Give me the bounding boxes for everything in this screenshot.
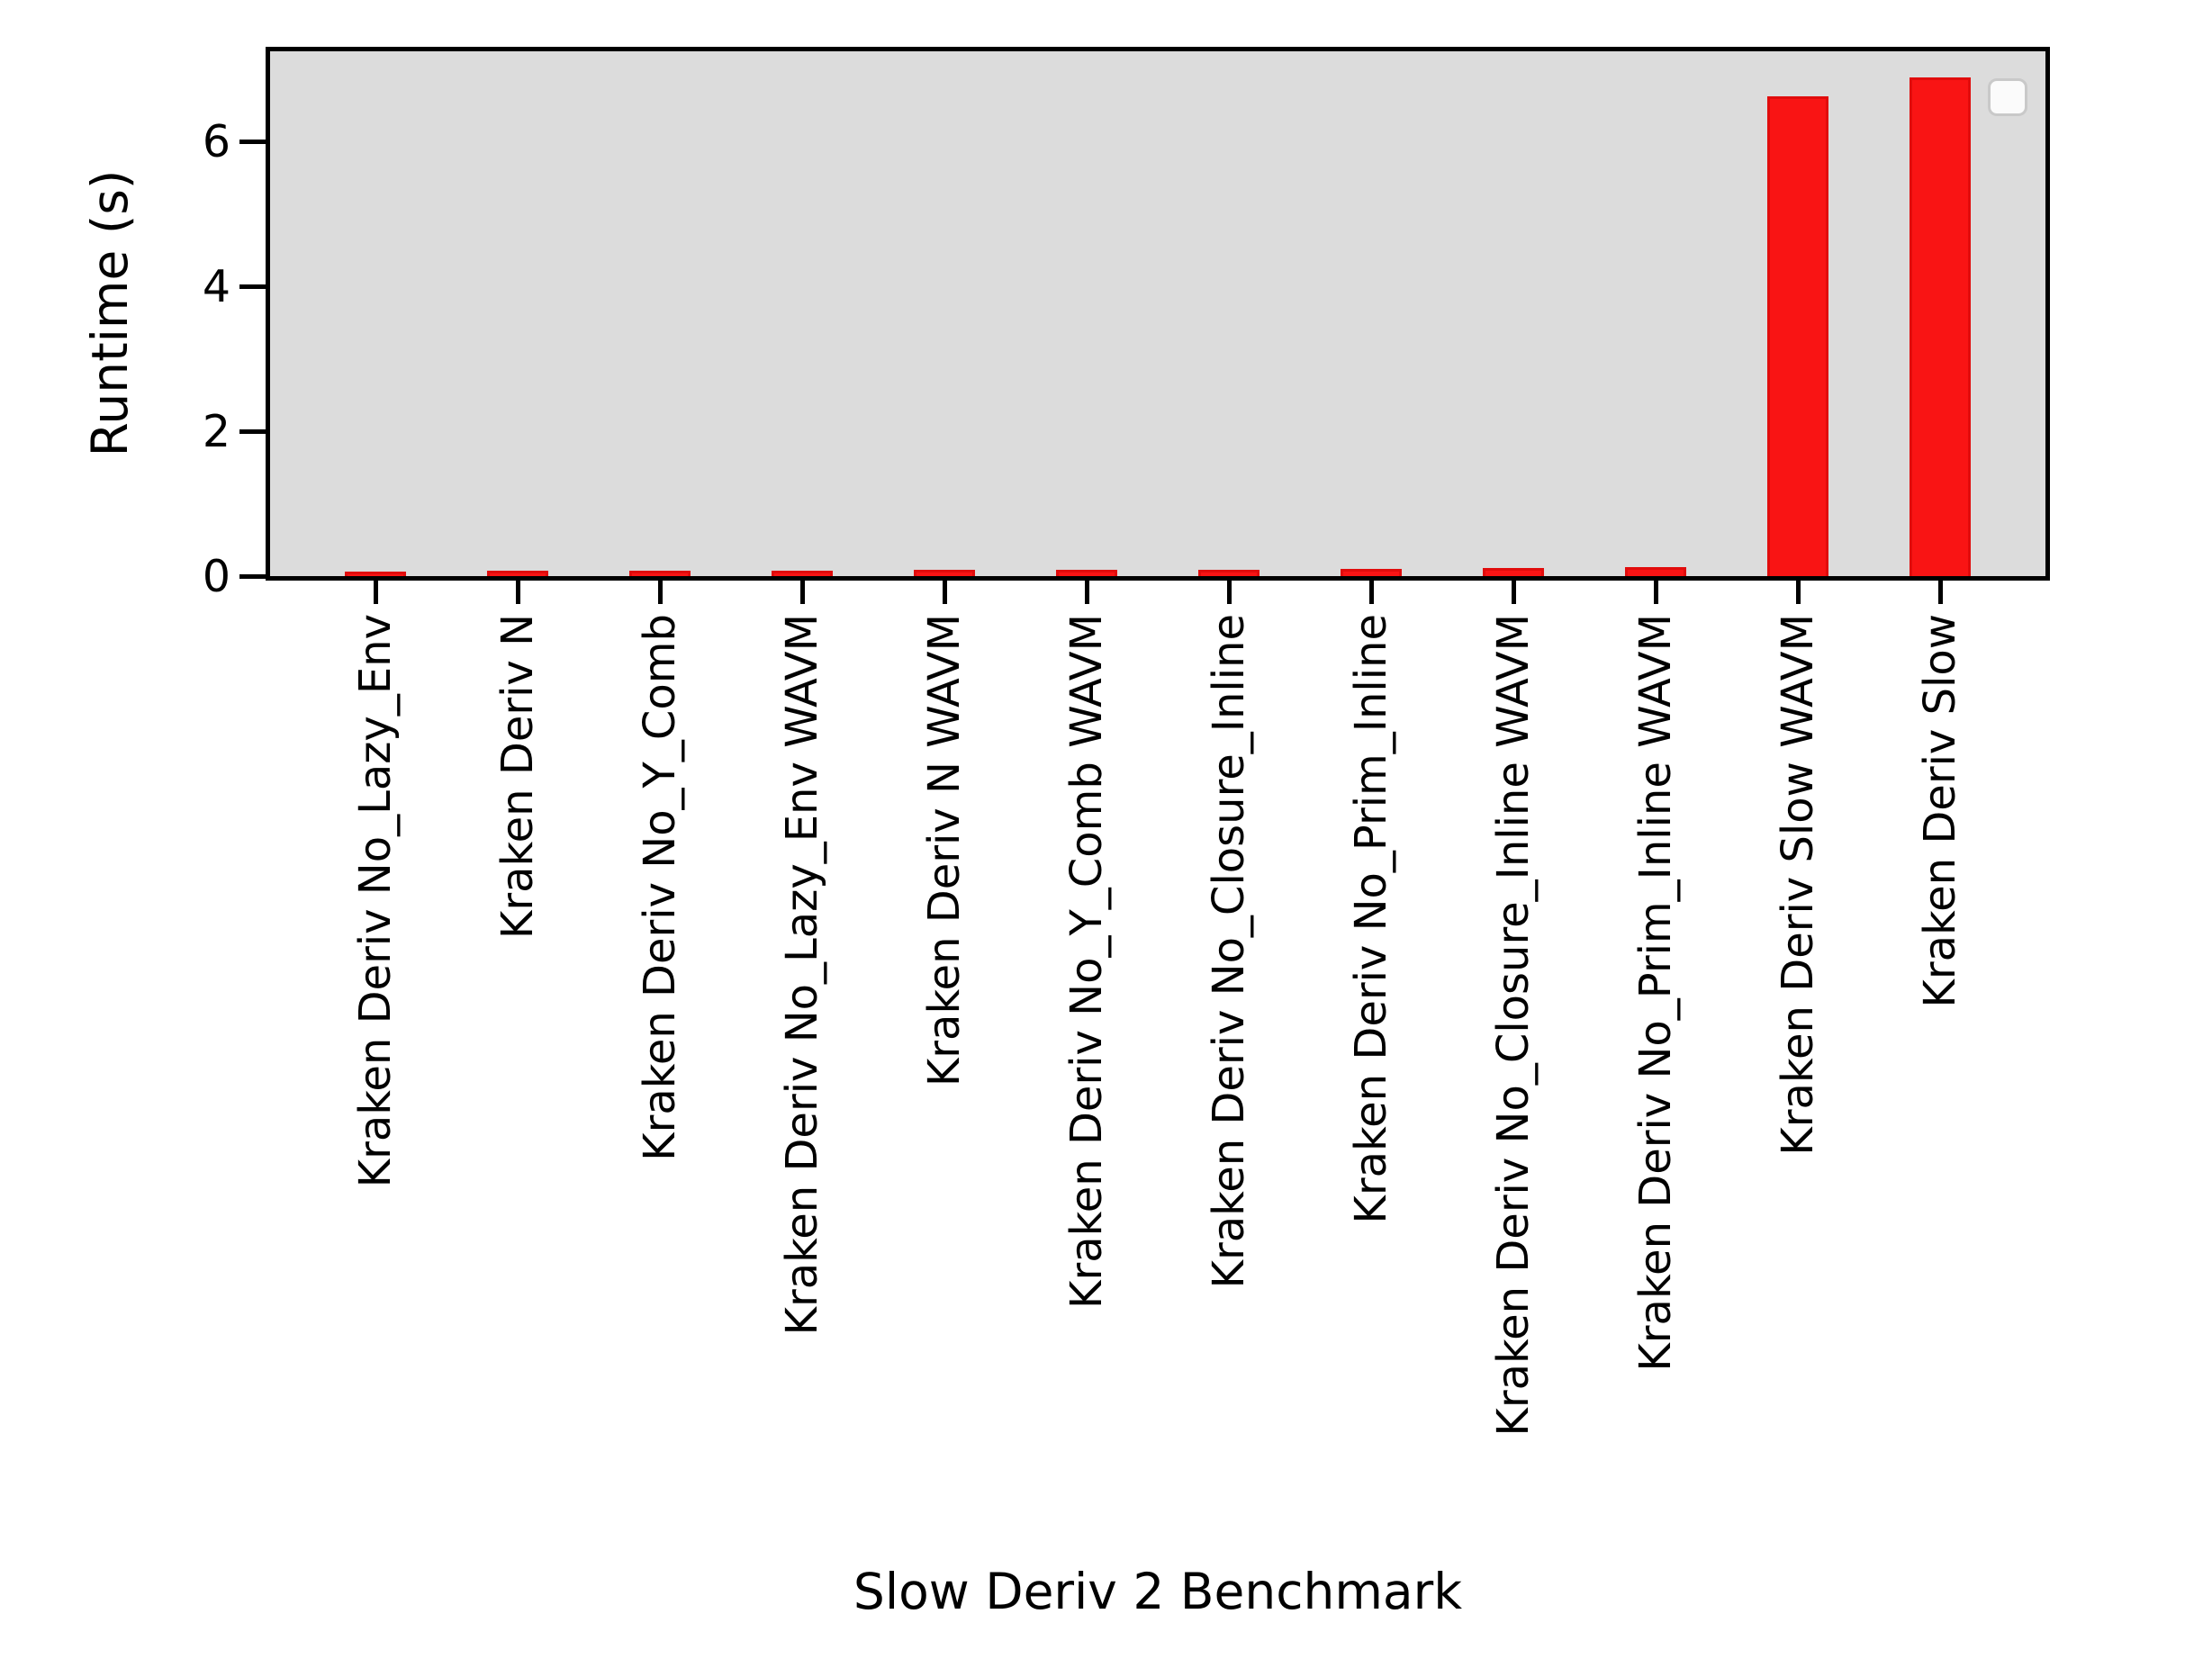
bar bbox=[1767, 95, 1828, 576]
x-tick-mark bbox=[1511, 581, 1516, 604]
x-tick-mark bbox=[1795, 581, 1801, 604]
x-tick-label: Kraken Deriv No_Y_Comb bbox=[635, 614, 685, 1161]
x-tick-label: Kraken Deriv Slow WAVM bbox=[1773, 614, 1823, 1156]
x-tick-label: Kraken Deriv No_Closure_Inline WAVM bbox=[1488, 614, 1539, 1437]
legend-box bbox=[1988, 78, 2027, 116]
x-tick-label: Kraken Deriv No_Lazy_Env bbox=[350, 614, 401, 1188]
x-tick-label: Kraken Deriv N WAVM bbox=[919, 614, 970, 1087]
y-tick-mark bbox=[239, 140, 266, 145]
x-tick-label: Kraken Deriv Slow bbox=[1915, 614, 1965, 1008]
x-tick-label: Kraken Deriv No_Prim_Inline bbox=[1346, 614, 1396, 1224]
x-tick-label: Kraken Deriv No_Lazy_Env WAVM bbox=[777, 614, 827, 1336]
plot-area bbox=[266, 47, 2050, 581]
x-axis-title: Slow Deriv 2 Benchmark bbox=[853, 1563, 1463, 1620]
bar bbox=[1625, 567, 1686, 576]
y-tick-label: 6 bbox=[202, 116, 230, 168]
bar bbox=[1483, 568, 1544, 576]
y-tick-label: 0 bbox=[202, 550, 230, 602]
bar bbox=[1341, 568, 1402, 576]
bar bbox=[345, 572, 406, 576]
y-tick-label: 4 bbox=[202, 260, 230, 312]
x-tick-label: Kraken Deriv N bbox=[492, 614, 543, 940]
x-tick-mark bbox=[1368, 581, 1374, 604]
x-tick-label: Kraken Deriv No_Prim_Inline WAVM bbox=[1630, 614, 1681, 1372]
x-tick-mark bbox=[515, 581, 520, 604]
x-tick-mark bbox=[1226, 581, 1232, 604]
bar bbox=[1198, 569, 1259, 576]
x-tick-mark bbox=[373, 581, 378, 604]
bar bbox=[772, 570, 833, 576]
x-tick-label: Kraken Deriv No_Closure_Inline bbox=[1204, 614, 1254, 1289]
bar bbox=[914, 569, 975, 576]
bar bbox=[1056, 569, 1117, 576]
x-tick-label: Kraken Deriv No_Y_Comb WAVM bbox=[1061, 614, 1112, 1309]
y-tick-mark bbox=[239, 284, 266, 289]
bars-container bbox=[270, 51, 2045, 576]
x-tick-mark bbox=[799, 581, 805, 604]
x-tick-mark bbox=[1653, 581, 1658, 604]
x-tick-mark bbox=[1937, 581, 1943, 604]
bar bbox=[487, 571, 548, 576]
y-tick-mark bbox=[239, 573, 266, 579]
bar bbox=[1910, 77, 1971, 576]
x-tick-mark bbox=[1084, 581, 1089, 604]
bar bbox=[629, 571, 691, 576]
y-tick-mark bbox=[239, 428, 266, 434]
x-tick-mark bbox=[657, 581, 663, 604]
y-tick-label: 2 bbox=[202, 405, 230, 457]
x-tick-mark bbox=[942, 581, 947, 604]
